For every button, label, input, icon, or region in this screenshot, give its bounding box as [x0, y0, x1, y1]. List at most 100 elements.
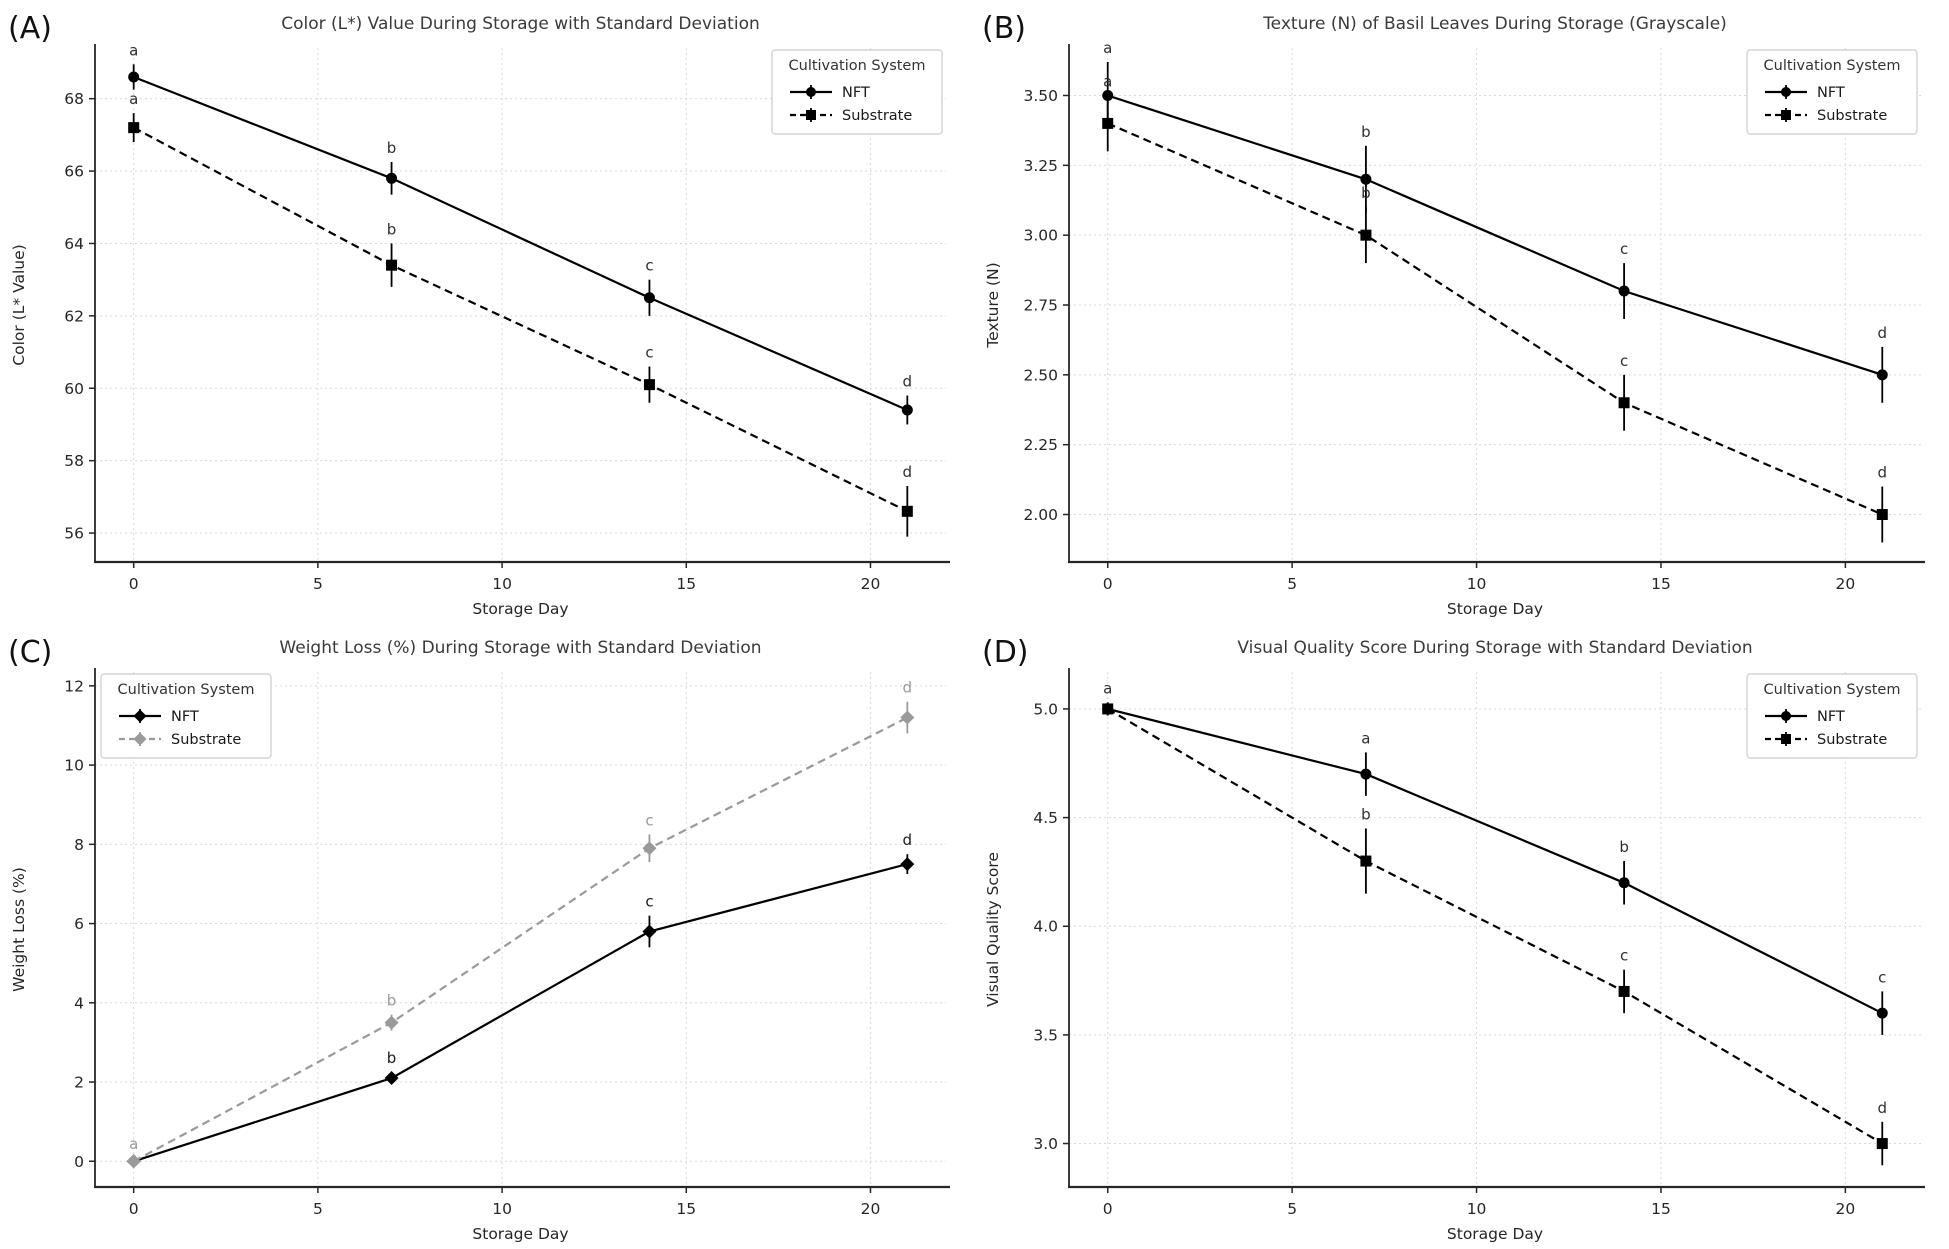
y-axis-label: Color (L* Value) [10, 244, 28, 365]
marker-Substrate [900, 710, 915, 725]
marker-Substrate [384, 1015, 399, 1030]
significance-letter: c [1620, 352, 1628, 370]
legend-entry-label: Substrate [171, 732, 241, 748]
y-tick-label: 8 [74, 836, 84, 854]
chart-title: Visual Quality Score During Storage with… [1237, 638, 1752, 658]
marker-Substrate [126, 1154, 141, 1169]
legend-entry-label: NFT [1817, 85, 1845, 101]
y-tick-label: 2.75 [1023, 297, 1058, 315]
marker-Substrate [642, 841, 657, 856]
y-tick-label: 66 [64, 163, 84, 181]
marker-Substrate [1360, 855, 1372, 867]
series-line-NFT [1107, 94, 1883, 376]
y-tick-label: 0 [74, 1153, 84, 1171]
x-tick-label: 10 [1467, 575, 1487, 593]
marker-Substrate [1618, 397, 1630, 409]
x-tick-label: 20 [1836, 1200, 1856, 1218]
marker-Substrate [386, 259, 398, 271]
significance-letter: c [645, 344, 653, 362]
significance-letter: d [1878, 1099, 1888, 1117]
legend-marker-NFT [806, 87, 816, 97]
significance-letter: b [1361, 805, 1371, 823]
y-tick-label: 3.00 [1023, 227, 1058, 245]
chart-title: Color (L*) Value During Storage with Sta… [281, 14, 760, 34]
x-tick-label: 20 [861, 575, 881, 593]
y-tick-label: 62 [64, 307, 84, 325]
significance-letter: b [387, 992, 397, 1010]
significance-letter: a [1103, 39, 1112, 57]
marker-NFT [384, 1071, 399, 1086]
significance-letter: c [1620, 240, 1628, 258]
legend-marker-NFT [133, 709, 147, 723]
series-line-NFT [133, 863, 908, 1163]
significance-letter: b [1619, 838, 1629, 856]
marker-NFT [128, 71, 140, 83]
x-tick-label: 20 [1836, 575, 1856, 593]
marker-NFT [1876, 369, 1888, 381]
series-line-Substrate [133, 126, 908, 513]
y-tick-label: 68 [64, 90, 84, 108]
significance-letter: a [1103, 72, 1112, 90]
legend-marker-Substrate [806, 110, 816, 120]
significance-letter: a [1361, 729, 1370, 747]
y-tick-label: 3.25 [1023, 157, 1058, 175]
y-tick-label: 2 [74, 1074, 84, 1092]
significance-letter: b [1361, 123, 1371, 141]
significance-letter: d [1878, 464, 1888, 482]
x-tick-label: 0 [129, 1200, 139, 1218]
legend-marker-NFT [1781, 711, 1791, 721]
x-tick-label: 15 [1651, 1200, 1671, 1218]
x-tick-label: 10 [1467, 1200, 1487, 1218]
y-tick-label: 58 [64, 452, 84, 470]
marker-NFT [642, 924, 657, 939]
panel-B-chart: 0 5 10 15 20 2.00 2.25 2.50 2.75 3.00 3.25 3.50 Stor… [974, 0, 1949, 624]
legend-entry-label: Substrate [842, 108, 912, 124]
significance-letter: a [1103, 679, 1112, 697]
legend-entry-label: NFT [171, 709, 199, 725]
x-tick-label: 5 [1287, 1200, 1297, 1218]
y-tick-label: 3.5 [1033, 1026, 1058, 1044]
significance-letter: c [645, 893, 653, 911]
x-tick-label: 15 [676, 575, 696, 593]
marker-Substrate [1876, 1138, 1888, 1150]
chart-title: Texture (N) of Basil Leaves During Stora… [1262, 14, 1727, 34]
significance-letter: a [129, 90, 138, 108]
y-axis-label: Visual Quality Score [984, 852, 1002, 1007]
legend-entry-label: NFT [1817, 709, 1845, 725]
marker-NFT [1618, 877, 1630, 889]
y-tick-label: 2.25 [1023, 436, 1058, 454]
marker-Substrate [1618, 985, 1630, 997]
y-axis-label: Weight Loss (%) [10, 867, 28, 992]
legend-title: Cultivation System [1764, 58, 1901, 74]
panel-D-chart: 0 5 10 15 20 3.0 3.5 4.0 4.5 5.0 Storage Day Visual… [974, 624, 1949, 1249]
y-tick-label: 5.0 [1033, 700, 1058, 718]
legend-entry-label: Substrate [1817, 108, 1887, 124]
significance-letter: d [903, 831, 913, 849]
marker-NFT [901, 404, 913, 416]
x-tick-label: 15 [1651, 575, 1671, 593]
y-tick-label: 2.00 [1023, 506, 1058, 524]
legend-entry-label: NFT [842, 85, 870, 101]
legend-entry-label: Substrate [1817, 732, 1887, 748]
panel-label: (A) [8, 11, 52, 46]
significance-letter: c [1878, 968, 1886, 986]
x-tick-label: 10 [492, 1200, 512, 1218]
x-tick-label: 20 [861, 1200, 881, 1218]
series-line-Substrate [133, 716, 908, 1163]
y-tick-label: 10 [64, 757, 84, 775]
legend-marker-NFT [1781, 87, 1791, 97]
y-tick-label: 64 [64, 235, 84, 253]
significance-letter: c [645, 811, 653, 829]
y-tick-label: 60 [64, 380, 84, 398]
marker-Substrate [1102, 703, 1114, 715]
significance-letter: d [903, 463, 913, 481]
x-tick-label: 0 [1103, 1200, 1113, 1218]
x-axis-label: Storage Day [472, 1225, 568, 1243]
significance-letter: c [1620, 947, 1628, 965]
y-tick-label: 2.50 [1023, 366, 1058, 384]
marker-Substrate [643, 379, 655, 391]
marker-NFT [900, 857, 915, 872]
series-line-Substrate [1107, 707, 1883, 1145]
significance-letter: d [903, 372, 913, 390]
